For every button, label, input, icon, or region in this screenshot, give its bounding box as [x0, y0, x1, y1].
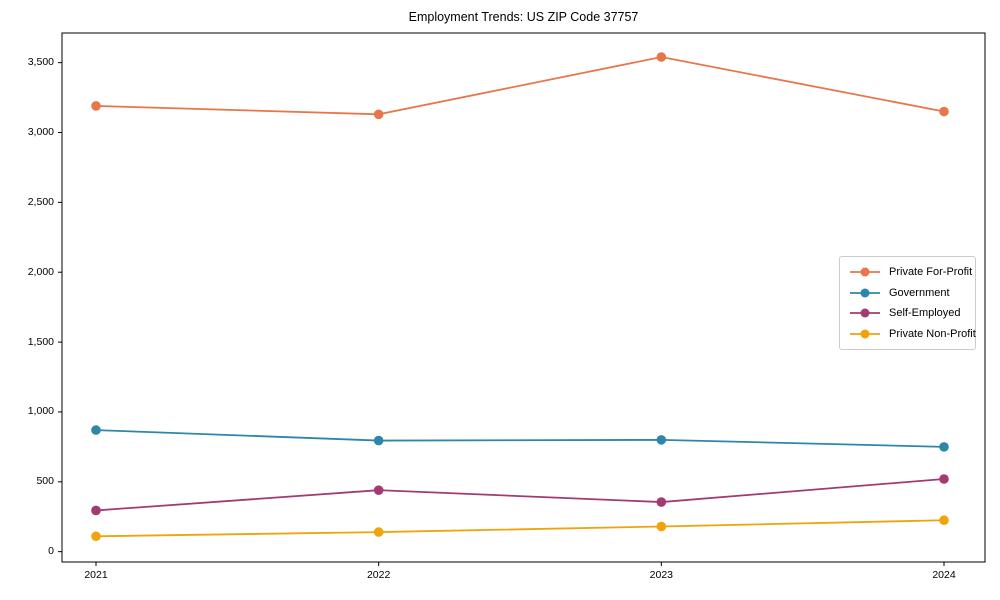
legend-label: Self-Employed: [889, 307, 961, 320]
data-point-marker: [656, 52, 667, 62]
series-line: [95, 56, 945, 116]
data-point-marker: [91, 425, 101, 435]
series-line: [95, 429, 945, 448]
data-point-marker: [939, 515, 949, 526]
legend-label: Private For-Profit: [889, 266, 973, 279]
legend-line-marker-icon: [850, 267, 880, 277]
y-tick-label: 1,000: [27, 405, 54, 418]
legend: Private For-Profit Government Self-Employe…: [839, 256, 976, 350]
y-tick-label: 3,500: [27, 56, 54, 69]
chart-title: Employment Trends: US ZIP Code 37757: [408, 10, 639, 24]
data-point-marker: [373, 435, 384, 446]
y-tick-label: 1,500: [27, 335, 54, 348]
x-tick-label: 2022: [366, 569, 391, 581]
legend-label: Private Non-Profit: [889, 327, 976, 340]
legend-line-marker-icon: [850, 308, 880, 318]
y-tick-label: 3,000: [27, 125, 54, 138]
legend-label: Government: [889, 286, 950, 299]
plot-frame: [61, 32, 986, 563]
y-tick-label: 2,500: [27, 195, 54, 208]
legend-item: Private Non-Profit: [848, 324, 976, 345]
y-tick-label: 2,000: [27, 265, 54, 278]
data-point-marker: [373, 109, 384, 120]
data-point-marker: [656, 435, 667, 445]
data-point-marker: [656, 521, 667, 532]
legend-item: Self-Employed: [848, 303, 967, 324]
data-point-marker: [939, 106, 949, 117]
legend-item: Government: [848, 283, 967, 304]
x-tick-label: 2021: [84, 569, 108, 581]
data-point-marker: [91, 101, 101, 111]
x-tick-label: 2023: [649, 569, 673, 581]
data-point-marker: [91, 531, 101, 542]
data-point-marker: [939, 474, 949, 484]
data-point-marker: [656, 497, 667, 507]
legend-item: Private For-Profit: [848, 262, 972, 283]
series-line: [95, 478, 945, 512]
legend-line-marker-icon: [850, 329, 880, 339]
data-point-marker: [373, 485, 384, 495]
data-point-marker: [91, 505, 101, 516]
data-point-marker: [373, 527, 384, 537]
x-tick-label: 2024: [932, 569, 956, 581]
legend-line-marker-icon: [850, 288, 880, 298]
data-point-marker: [939, 442, 949, 452]
y-tick-label: 0: [48, 545, 54, 558]
y-tick-label: 500: [36, 475, 54, 488]
series-line: [95, 519, 945, 538]
